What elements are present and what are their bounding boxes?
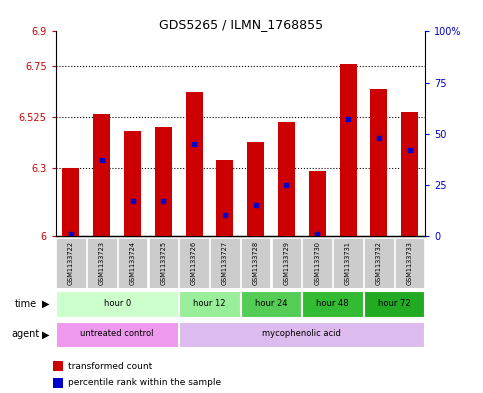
Bar xyxy=(93,114,110,236)
Bar xyxy=(247,141,264,236)
Text: untreated control: untreated control xyxy=(80,329,154,338)
Text: GSM1133731: GSM1133731 xyxy=(345,241,351,285)
Text: hour 0: hour 0 xyxy=(103,299,131,308)
Bar xyxy=(118,238,147,288)
Bar xyxy=(185,92,202,236)
Bar xyxy=(179,322,425,347)
Bar xyxy=(124,131,141,236)
Text: hour 12: hour 12 xyxy=(193,299,226,308)
Text: hour 24: hour 24 xyxy=(255,299,287,308)
Bar xyxy=(241,238,270,288)
Bar xyxy=(302,238,332,288)
Bar xyxy=(309,171,326,236)
Bar xyxy=(216,160,233,236)
Text: GSM1133722: GSM1133722 xyxy=(68,241,74,285)
Text: agent: agent xyxy=(11,329,39,340)
Text: GSM1133723: GSM1133723 xyxy=(99,241,105,285)
Text: GSM1133728: GSM1133728 xyxy=(253,241,259,285)
Text: mycophenolic acid: mycophenolic acid xyxy=(262,329,341,338)
Bar xyxy=(370,89,387,236)
Text: ▶: ▶ xyxy=(42,329,50,340)
Text: hour 48: hour 48 xyxy=(316,299,349,308)
Text: GSM1133732: GSM1133732 xyxy=(376,241,382,285)
Text: GSM1133725: GSM1133725 xyxy=(160,241,166,285)
Bar xyxy=(272,238,301,288)
Bar xyxy=(179,292,240,317)
Bar xyxy=(401,112,418,236)
Bar xyxy=(340,64,356,236)
Text: transformed count: transformed count xyxy=(68,362,152,371)
Bar xyxy=(302,292,363,317)
Bar xyxy=(179,238,209,288)
Text: GSM1133730: GSM1133730 xyxy=(314,241,320,285)
Bar xyxy=(278,122,295,236)
Bar xyxy=(54,361,63,371)
Text: GSM1133733: GSM1133733 xyxy=(407,241,412,285)
Text: GDS5265 / ILMN_1768855: GDS5265 / ILMN_1768855 xyxy=(159,18,324,31)
Text: ▶: ▶ xyxy=(42,299,50,309)
Bar xyxy=(364,292,425,317)
Bar xyxy=(395,238,425,288)
Bar xyxy=(241,292,301,317)
Bar xyxy=(56,238,85,288)
Text: GSM1133724: GSM1133724 xyxy=(129,241,136,285)
Bar xyxy=(210,238,240,288)
Bar xyxy=(364,238,394,288)
Bar xyxy=(56,292,178,317)
Bar xyxy=(149,238,178,288)
Text: hour 72: hour 72 xyxy=(378,299,411,308)
Text: GSM1133727: GSM1133727 xyxy=(222,241,228,285)
Bar xyxy=(62,168,79,236)
Text: GSM1133729: GSM1133729 xyxy=(284,241,289,285)
Bar xyxy=(333,238,363,288)
Bar xyxy=(155,127,172,236)
Bar xyxy=(56,322,178,347)
Bar xyxy=(87,238,116,288)
Text: percentile rank within the sample: percentile rank within the sample xyxy=(68,378,221,387)
Text: time: time xyxy=(14,299,37,309)
Text: GSM1133726: GSM1133726 xyxy=(191,241,197,285)
Bar xyxy=(54,378,63,387)
